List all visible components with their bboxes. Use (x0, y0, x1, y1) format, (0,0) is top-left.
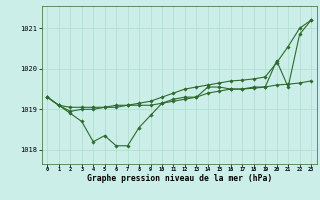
X-axis label: Graphe pression niveau de la mer (hPa): Graphe pression niveau de la mer (hPa) (87, 174, 272, 183)
